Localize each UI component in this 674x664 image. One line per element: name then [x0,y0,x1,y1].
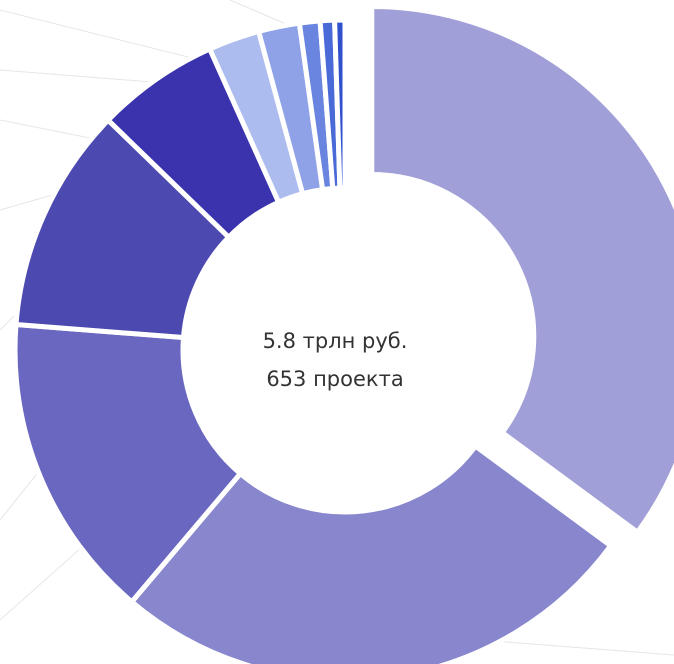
leader-line [0,469,41,521]
leader-line [0,119,101,141]
center-text: 5.8 трлн руб. [263,329,408,353]
slices [12,3,674,664]
slice [12,322,243,605]
center-text: 653 проекта [266,367,403,391]
slice [13,117,232,341]
slice [369,3,674,535]
slice [129,443,614,664]
leader-line [479,639,674,656]
slice [332,17,348,191]
leader-line [0,9,201,61]
leader-line [0,539,91,621]
